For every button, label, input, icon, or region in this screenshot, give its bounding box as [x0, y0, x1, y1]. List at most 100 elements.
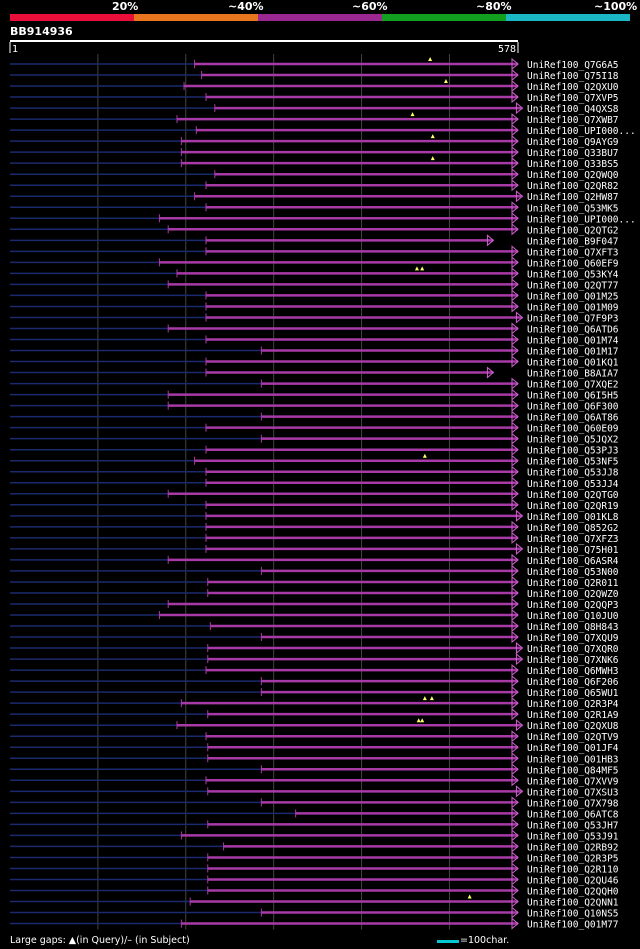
hit-end-arrow	[515, 653, 524, 666]
hit-end-arrow	[511, 245, 519, 258]
hit-end-arrow	[511, 168, 519, 181]
identity-band-20	[10, 14, 134, 21]
hit-label: UniRef100_Q53N00	[527, 567, 619, 578]
identity-band-60	[258, 14, 382, 21]
hit-label: UniRef100_Q60E09	[527, 424, 619, 435]
gap-marker	[430, 134, 435, 139]
hit-label: UniRef100_Q7XQE2	[527, 380, 619, 391]
hit-end-arrow	[511, 586, 519, 600]
ruler-start-label: 1	[12, 44, 18, 55]
hit-label: UniRef100_Q75H01	[527, 545, 619, 556]
hit-label: UniRef100_Q01KL8	[527, 512, 619, 523]
hit-end-arrow	[511, 344, 519, 357]
hit-end-arrow	[511, 840, 519, 853]
hit-end-arrow	[511, 454, 519, 467]
hit-end-arrow	[511, 421, 519, 434]
hit-label: UniRef100_Q84MF5	[527, 765, 619, 776]
hit-end-arrow	[511, 531, 519, 544]
hit-end-arrow	[511, 289, 519, 302]
query-ruler-bar	[10, 40, 518, 42]
hit-end-arrow	[511, 564, 519, 577]
hit-end-arrow	[511, 575, 519, 589]
hit-label: UniRef100_Q2QTG0	[527, 490, 619, 501]
hit-label: UniRef100_Q2QTV9	[527, 732, 619, 743]
hit-label: UniRef100_UPI000...	[527, 214, 636, 225]
hit-end-arrow	[511, 906, 519, 919]
hit-label: UniRef100_Q7G6A5	[527, 60, 619, 71]
hit-label: UniRef100_B9F047	[527, 236, 619, 247]
hit-label: UniRef100_Q2R3P4	[527, 699, 619, 710]
hit-label: UniRef100_Q7XFT3	[527, 247, 619, 258]
pct-label-60: ~60%	[352, 0, 388, 13]
hit-end-arrow	[511, 829, 519, 842]
hit-label: UniRef100_Q6ATC8	[527, 809, 619, 820]
hit-end-arrow	[511, 278, 519, 291]
hit-label: UniRef100_Q852G2	[527, 523, 619, 534]
hit-end-arrow	[511, 498, 519, 511]
gap-marker	[443, 79, 448, 84]
hit-end-arrow	[511, 113, 519, 126]
hit-end-arrow	[515, 311, 524, 324]
gap-marker	[467, 894, 472, 899]
hit-label: UniRef100_Q7XQR0	[527, 644, 619, 655]
hit-label: UniRef100_Q53JH7	[527, 820, 619, 831]
hit-end-arrow	[511, 388, 519, 401]
ruler-end-label: 578	[498, 44, 516, 55]
hit-label: UniRef100_Q2QXU8	[527, 721, 619, 732]
hit-end-arrow	[511, 201, 519, 214]
hit-end-arrow	[511, 146, 519, 159]
hit-label: UniRef100_Q2QWZ0	[527, 589, 619, 600]
hit-end-arrow	[511, 520, 519, 533]
hit-end-arrow	[515, 641, 524, 655]
hit-label: UniRef100_Q53JJ4	[527, 479, 619, 490]
hit-end-arrow	[511, 256, 519, 269]
hit-end-arrow	[511, 267, 519, 280]
hit-end-arrow	[511, 79, 519, 93]
hit-end-arrow	[511, 697, 519, 710]
gap-marker	[420, 266, 425, 271]
hit-label: UniRef100_Q2QT77	[527, 280, 619, 291]
identity-band-80	[382, 14, 506, 21]
hit-end-arrow	[511, 608, 519, 622]
hit-end-arrow	[511, 179, 519, 192]
hit-end-arrow	[486, 366, 495, 379]
hit-label: UniRef100_Q7XVV9	[527, 776, 619, 787]
hit-label: UniRef100_Q7XWB7	[527, 115, 619, 126]
hit-end-arrow	[511, 619, 519, 633]
hit-label: UniRef100_Q6F300	[527, 402, 619, 413]
hit-label: UniRef100_Q75I18	[527, 71, 619, 82]
gap-marker	[410, 112, 415, 117]
hit-label: UniRef100_Q53J91	[527, 831, 619, 842]
hit-label: UniRef100_Q5JQX2	[527, 435, 619, 446]
hit-label: UniRef100_Q2QWQ0	[527, 170, 619, 181]
hit-end-arrow	[515, 719, 524, 732]
hit-label: UniRef100_Q01M25	[527, 291, 619, 302]
hit-end-arrow	[511, 465, 519, 478]
hit-label: UniRef100_Q01JF4	[527, 743, 619, 754]
hit-label: UniRef100_Q53NF5	[527, 457, 619, 468]
hit-label: UniRef100_Q01M17	[527, 347, 619, 358]
hit-label: UniRef100_Q33BU7	[527, 148, 619, 159]
identity-band-100	[506, 14, 630, 21]
hit-end-arrow	[511, 432, 519, 445]
hit-end-arrow	[511, 630, 519, 644]
gap-marker	[428, 57, 433, 61]
hit-end-arrow	[511, 212, 519, 225]
hit-end-arrow	[511, 862, 519, 875]
hit-label: UniRef100_Q2QTG2	[527, 225, 619, 236]
hit-label: UniRef100_Q10JU0	[527, 611, 619, 622]
hit-label: UniRef100_Q10NS5	[527, 909, 619, 920]
hit-end-arrow	[511, 57, 519, 71]
hit-end-arrow	[511, 597, 519, 611]
hit-label: UniRef100_Q6I5H5	[527, 391, 619, 402]
hit-label: UniRef100_B8AIA7	[527, 369, 619, 380]
gap-marker	[422, 453, 427, 458]
hit-end-arrow	[511, 399, 519, 412]
hit-end-arrow	[511, 476, 519, 489]
hit-label: UniRef100_Q53JJ8	[527, 468, 619, 479]
hit-end-arrow	[515, 542, 524, 555]
hit-end-arrow	[511, 917, 519, 930]
hit-label: UniRef100_Q2QU46	[527, 875, 619, 886]
hit-label: UniRef100_Q60EF9	[527, 258, 619, 269]
gap-legend: Large gaps: ▲(in Query)/– (in Subject)	[10, 935, 190, 946]
